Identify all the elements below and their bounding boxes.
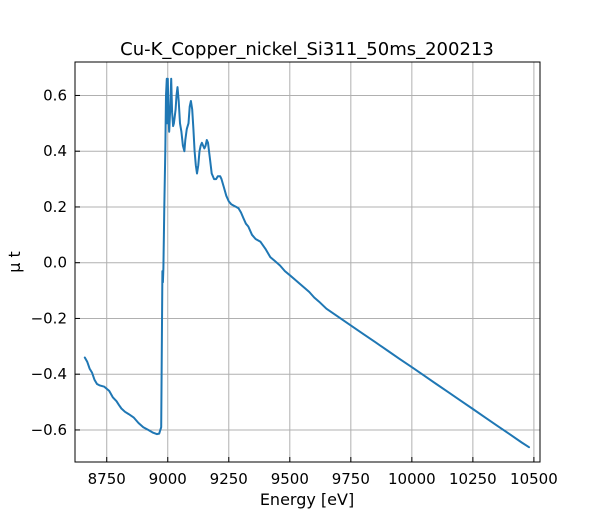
- y-tick-label: −0.2: [31, 309, 67, 327]
- y-tick-label: 0.2: [43, 198, 67, 216]
- y-tick-label: 0.6: [43, 86, 67, 104]
- y-tick-label: 0.0: [43, 254, 67, 272]
- x-tick-label: 9250: [210, 470, 248, 488]
- x-tick-label: 10250: [449, 470, 497, 488]
- grid-lines: [75, 62, 540, 462]
- x-axis-label: Energy [eV]: [260, 490, 354, 509]
- x-tick-label: 9500: [271, 470, 309, 488]
- x-tick-label: 9000: [149, 470, 187, 488]
- y-tick-label: −0.6: [31, 421, 67, 439]
- plot-series: [83, 77, 530, 449]
- y-tick-label: −0.4: [31, 365, 67, 383]
- y-axis-label: μ t: [5, 251, 24, 273]
- x-tick-label: 8750: [88, 470, 126, 488]
- axis-ticks: 8750 9000 9250 9500 9750 10000 10250 10500 −0.6 −…: [31, 86, 558, 488]
- x-tick-label: 10500: [510, 470, 558, 488]
- x-tick-label: 10000: [388, 470, 436, 488]
- series-line: [83, 77, 530, 449]
- y-tick-label: 0.4: [43, 142, 67, 160]
- x-tick-label: 9750: [332, 470, 370, 488]
- chart-title: Cu-K_Copper_nickel_Si311_50ms_200213: [120, 39, 494, 60]
- plot-frame: [74, 61, 541, 463]
